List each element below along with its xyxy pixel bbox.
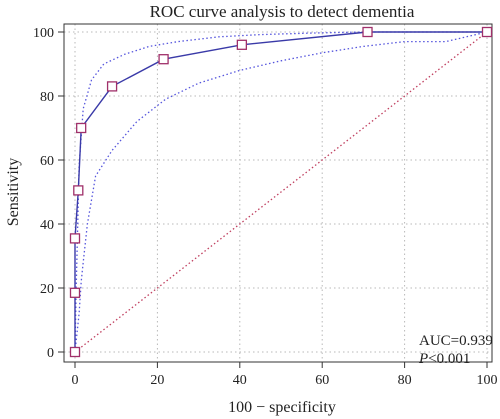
reference-line bbox=[74, 31, 488, 353]
chart-title: ROC curve analysis to detect dementia bbox=[150, 2, 415, 21]
roc-point-marker bbox=[69, 287, 81, 298]
y-tick-label: 80 bbox=[40, 90, 54, 105]
p-value-symbol: P bbox=[418, 351, 428, 367]
x-tick-label: 80 bbox=[398, 373, 412, 388]
roc-line bbox=[74, 31, 487, 352]
y-tick-label: 60 bbox=[40, 154, 54, 169]
x-axis-title: 100 − specificity bbox=[228, 399, 336, 416]
roc-point-marker bbox=[481, 26, 493, 38]
axes: 0 20 40 60 80 100 0 20 40 60 80 100 bbox=[33, 26, 498, 388]
x-tick-label: 0 bbox=[72, 373, 79, 388]
y-tick-label: 20 bbox=[40, 282, 54, 297]
roc-point-marker bbox=[69, 233, 81, 244]
roc-point-marker bbox=[76, 122, 87, 134]
y-tick-label: 0 bbox=[47, 346, 54, 361]
grid bbox=[64, 24, 492, 362]
y-tick-label: 40 bbox=[40, 218, 54, 233]
y-tick-label: 100 bbox=[33, 26, 54, 41]
roc-point-marker bbox=[236, 39, 248, 50]
series bbox=[69, 26, 493, 358]
y-axis-title: Sensitivity bbox=[5, 158, 22, 226]
x-tick-label: 20 bbox=[150, 373, 164, 388]
roc-point-marker bbox=[69, 346, 81, 358]
x-tick-label: 40 bbox=[233, 373, 247, 388]
roc-point-marker bbox=[362, 26, 373, 38]
roc-point-marker bbox=[106, 81, 118, 92]
roc-point-marker bbox=[73, 185, 84, 196]
p-value-text: <0.001 bbox=[428, 351, 470, 367]
x-tick-label: 60 bbox=[315, 373, 329, 388]
plot-frame bbox=[63, 23, 493, 363]
p-value-annotation: P<0.001 bbox=[418, 351, 470, 367]
roc-point-marker bbox=[158, 54, 169, 65]
auc-annotation: AUC=0.939 bbox=[419, 333, 493, 349]
x-tick-label: 100 bbox=[477, 373, 498, 388]
